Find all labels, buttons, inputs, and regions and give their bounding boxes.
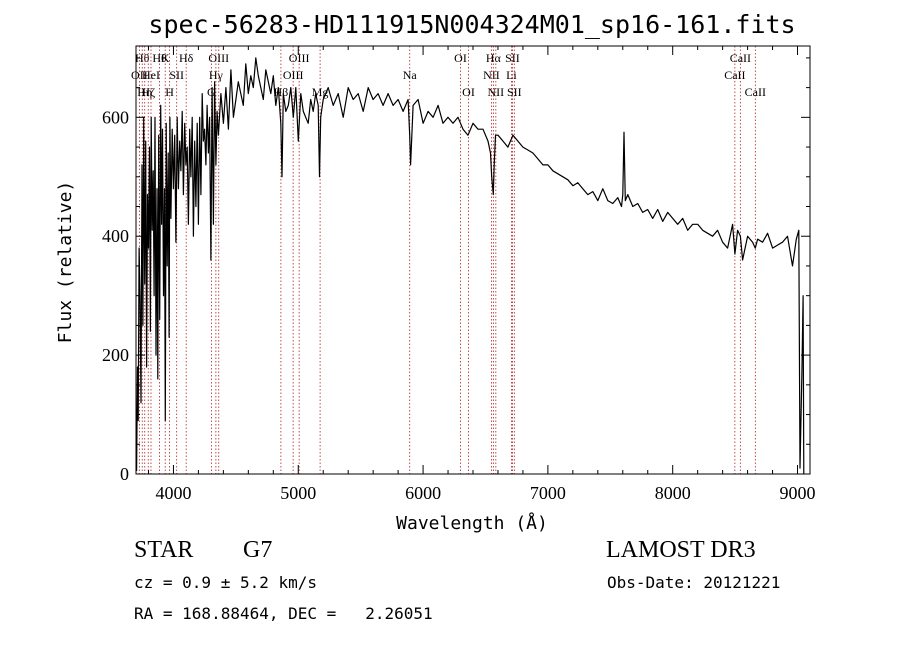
spectral-subclass: G7 (243, 537, 273, 563)
marker-label-9: Hδ (179, 51, 194, 65)
coordinates-readout: RA = 168.88464, DEC = 2.26051 (134, 604, 433, 623)
marker-label-18: OI (454, 51, 467, 65)
marker-label-23: Li (506, 68, 517, 82)
survey-name: LAMOST DR3 (606, 537, 756, 563)
x-tick-label: 9000 (780, 483, 816, 503)
x-tick-label: 8000 (655, 483, 691, 503)
marker-label-1: Hθ (135, 51, 150, 65)
marker-label-13: Hβ (274, 85, 289, 99)
marker-label-11: Hγ (209, 68, 224, 82)
y-tick-label: 400 (102, 226, 129, 246)
x-tick-label: 6000 (405, 483, 441, 503)
marker-label-24: SII (505, 51, 520, 65)
x-tick-label: 4000 (155, 483, 191, 503)
y-axis-label: Flux (relative) (55, 181, 76, 344)
plot-frame (135, 45, 811, 475)
chart-title: spec-56283-HD111915N004324M01_sp16-161.f… (148, 10, 795, 39)
x-tick-label: 7000 (530, 483, 566, 503)
marker-label-21: Hα (486, 51, 502, 65)
marker-label-22: NII (488, 85, 505, 99)
y-tick-label: 600 (102, 107, 129, 127)
obs-date: Obs-Date: 20121221 (607, 573, 781, 592)
marker-label-7: H (165, 85, 174, 99)
marker-label-5: Hθ (152, 51, 167, 65)
marker-label-17: Na (403, 68, 418, 82)
y-tick-label: 200 (102, 345, 129, 365)
axis-ticks: 4000 5000 6000 7000 8000 9000 0 200 400 600 (102, 46, 816, 503)
marker-label-27: CaII (730, 51, 751, 65)
marker-label-12: OIII (208, 51, 229, 65)
marker-label-28: CaII (745, 85, 766, 99)
flux-series-layer (136, 57, 805, 475)
marker-label-3: Hζ (141, 85, 155, 99)
marker-label-8: SII (169, 68, 184, 82)
marker-label-14: OIII (283, 68, 304, 82)
marker-label-0: OII (131, 68, 148, 82)
redshift-readout: cz = 0.9 ± 5.2 km/s (134, 573, 318, 592)
flux-line-0 (136, 57, 805, 475)
spectral-line-markers: OIIHθHηHζHeIHθKHSIIHδGHγOIIIHβOIIIOIIIMg… (131, 46, 766, 474)
marker-label-6: K (161, 51, 170, 65)
marker-label-19: OI (462, 85, 475, 99)
marker-label-26: CaII (724, 68, 745, 82)
marker-label-4: HeI (142, 68, 160, 82)
marker-label-25: SII (507, 85, 522, 99)
x-axis-label: Wavelength (Å) (396, 512, 548, 534)
object-class: STAR (134, 537, 194, 563)
marker-label-20: NII (483, 68, 500, 82)
x-tick-label: 5000 (280, 483, 316, 503)
marker-label-15: OIII (289, 51, 310, 65)
y-tick-label: 0 (120, 464, 129, 484)
